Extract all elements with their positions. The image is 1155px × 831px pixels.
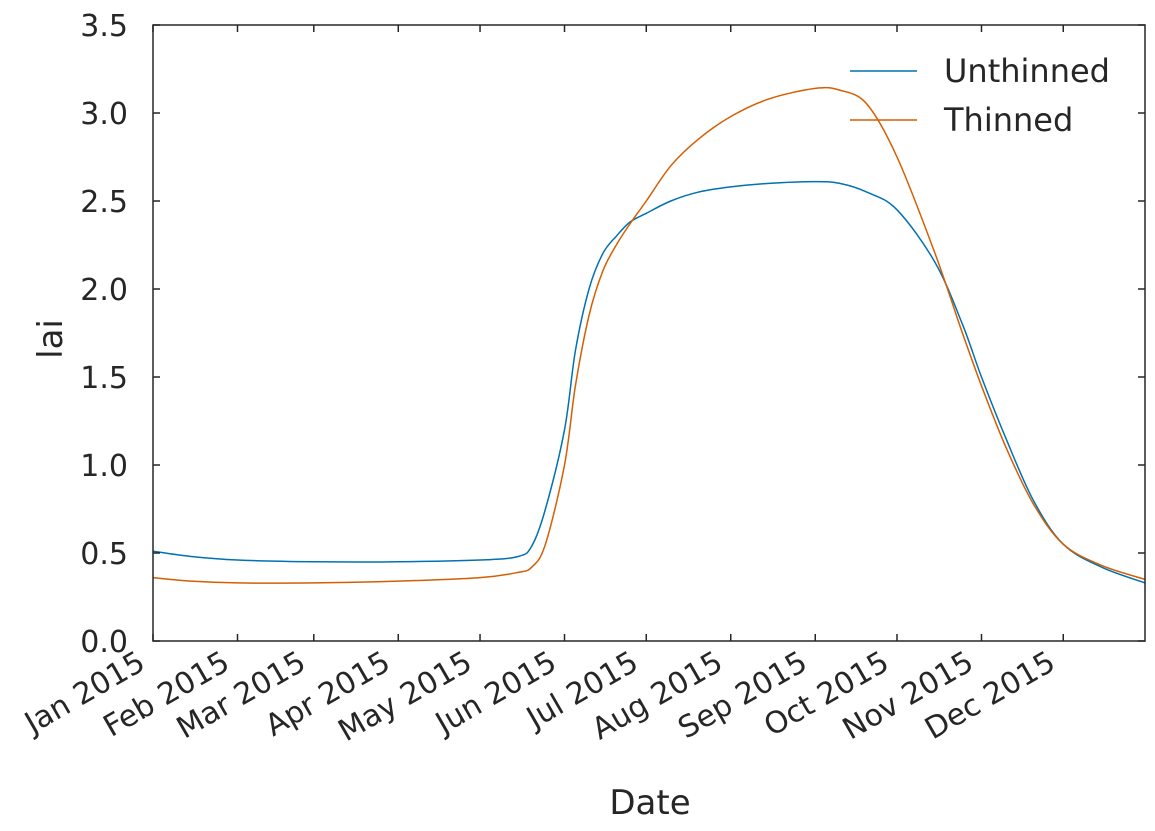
y-axis-label: lai xyxy=(31,319,71,359)
y-tick-label: 0.0 xyxy=(80,625,128,660)
series-line-unthinned xyxy=(152,180,1146,584)
y-tick-label: 1.0 xyxy=(80,449,128,484)
legend-label-thinned: Thinned xyxy=(943,101,1073,139)
y-tick-label: 1.5 xyxy=(80,361,128,396)
y-tick-label: 2.5 xyxy=(80,185,128,220)
y-tick-label: 3.0 xyxy=(80,97,128,132)
x-axis-label: Date xyxy=(609,783,690,823)
y-tick-label: 0.5 xyxy=(80,537,128,572)
series-line-thinned xyxy=(152,86,1146,584)
y-tick-label: 2.0 xyxy=(80,273,128,308)
y-tick-label: 3.5 xyxy=(80,9,128,44)
series-layer xyxy=(152,86,1146,584)
legend-label-unthinned: Unthinned xyxy=(944,52,1110,90)
plot-frame xyxy=(152,24,1146,642)
legend: Unthinned Thinned xyxy=(850,52,1110,139)
y-axis: 0.0 0.5 1.0 1.5 2.0 2.5 3.0 3.5 xyxy=(80,9,1145,660)
